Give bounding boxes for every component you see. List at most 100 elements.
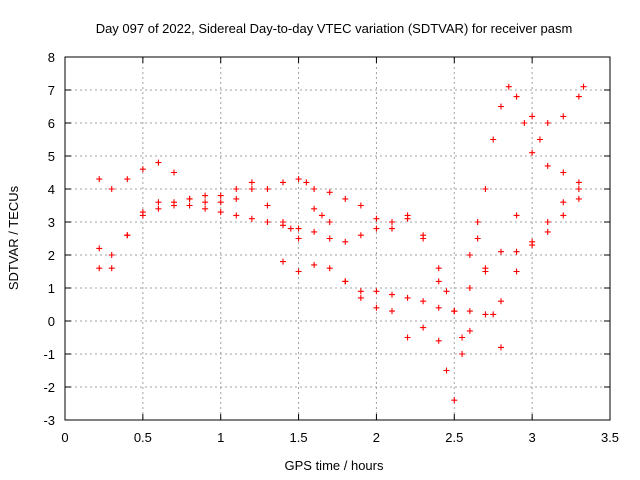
data-point <box>217 209 224 216</box>
data-point <box>575 93 582 100</box>
data-point <box>513 93 520 100</box>
data-point <box>342 278 349 285</box>
chart-title: Day 097 of 2022, Sidereal Day-to-day VTE… <box>96 21 573 36</box>
data-point <box>474 235 481 242</box>
y-tick-label: -3 <box>43 413 55 428</box>
data-point <box>451 397 458 404</box>
data-point <box>342 238 349 245</box>
data-point <box>202 192 209 199</box>
data-point <box>326 219 333 225</box>
y-tick-label: 7 <box>48 83 55 98</box>
data-point <box>560 212 567 219</box>
data-point <box>435 304 442 311</box>
data-point <box>466 327 473 334</box>
data-point <box>264 202 271 209</box>
data-point <box>280 258 286 265</box>
data-point <box>420 298 427 305</box>
data-point <box>466 285 473 291</box>
data-point <box>498 248 504 255</box>
y-tick-label: 6 <box>48 116 55 131</box>
x-tick-label: 2.5 <box>445 430 463 445</box>
x-tick-label: 3.5 <box>601 430 619 445</box>
data-point <box>435 337 442 344</box>
data-point <box>560 199 567 206</box>
data-point <box>217 192 224 199</box>
data-point <box>466 308 473 315</box>
data-point <box>108 252 115 258</box>
axis-ticks <box>64 56 611 421</box>
data-point <box>490 136 497 143</box>
y-tick-label: -1 <box>43 347 55 362</box>
data-point <box>295 176 302 183</box>
data-point <box>529 113 536 120</box>
data-point <box>303 179 310 186</box>
data-point <box>202 205 209 212</box>
x-tick-label: 0 <box>61 430 68 445</box>
y-tick-labels: -3 -2 -1 0 1 2 3 4 5 6 7 8 <box>43 50 55 428</box>
data-point <box>560 169 567 176</box>
data-point <box>373 304 380 311</box>
data-point <box>521 120 528 126</box>
series-track-d <box>280 83 587 315</box>
data-point <box>295 225 302 232</box>
data-point <box>529 149 536 156</box>
data-point <box>544 219 551 225</box>
data-point <box>233 186 240 192</box>
data-point <box>217 199 224 206</box>
data-point <box>108 265 115 272</box>
data-point <box>389 219 395 225</box>
data-point <box>389 225 395 232</box>
y-tick-label: 5 <box>48 149 55 164</box>
data-point <box>459 334 466 341</box>
series-track-a <box>96 149 582 315</box>
data-point <box>139 166 146 173</box>
y-tick-label: 1 <box>48 281 55 296</box>
data-point <box>248 186 255 192</box>
data-point <box>124 176 131 183</box>
data-point <box>357 288 364 295</box>
data-point <box>498 298 504 305</box>
data-point <box>498 103 504 110</box>
x-tick-label: 0.5 <box>134 430 152 445</box>
data-point <box>326 189 333 196</box>
grid-lines <box>65 57 610 420</box>
data-point <box>311 228 318 235</box>
data-point <box>404 215 411 222</box>
data-point <box>233 195 240 202</box>
data-point <box>108 186 115 192</box>
data-point <box>443 288 450 295</box>
data-point <box>505 83 512 90</box>
data-point <box>155 159 162 166</box>
data-point <box>435 265 442 272</box>
data-point <box>248 215 255 222</box>
series-track-b <box>96 176 582 357</box>
data-point <box>295 235 302 242</box>
data-point <box>171 169 177 176</box>
data-point <box>404 334 411 341</box>
data-point <box>357 232 364 239</box>
data-point <box>513 248 520 255</box>
x-tick-label: 1.5 <box>290 430 308 445</box>
x-tick-labels: 0 0.5 1 1.5 2 2.5 3 3.5 <box>61 430 619 445</box>
data-point <box>357 202 364 209</box>
data-point <box>96 245 103 252</box>
data-point <box>580 83 587 90</box>
data-point <box>560 113 567 120</box>
data-point <box>482 268 489 275</box>
data-point <box>96 265 103 272</box>
data-point <box>498 344 504 351</box>
data-point <box>443 367 450 374</box>
y-tick-label: -2 <box>43 380 55 395</box>
data-point <box>575 179 582 186</box>
data-point <box>155 205 162 212</box>
x-tick-label: 3 <box>529 430 536 445</box>
y-tick-label: 3 <box>48 215 55 230</box>
data-point <box>482 186 489 192</box>
data-point <box>311 205 318 212</box>
data-point <box>326 235 333 242</box>
plot-frame <box>64 56 611 421</box>
y-tick-label: 2 <box>48 248 55 263</box>
data-point <box>575 186 582 192</box>
data-point <box>124 232 131 239</box>
